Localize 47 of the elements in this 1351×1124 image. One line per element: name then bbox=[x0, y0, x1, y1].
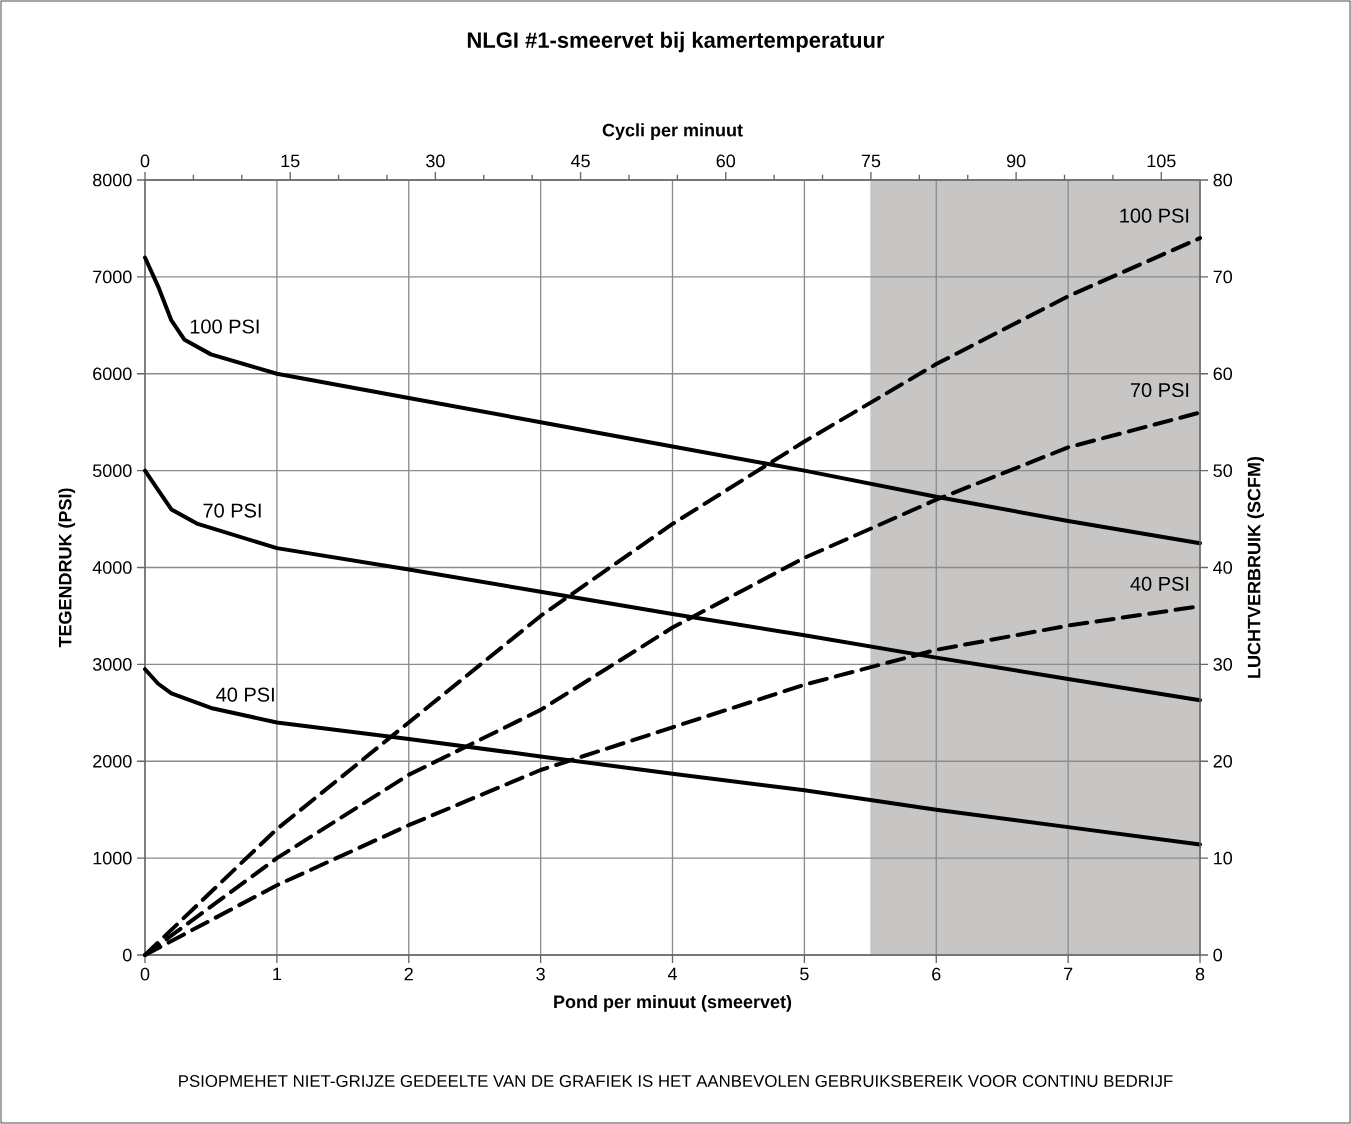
y-tick-label: 6000 bbox=[93, 367, 132, 381]
y2-tick-label: 50 bbox=[1213, 464, 1233, 477]
x2-tick-label: 90 bbox=[1006, 154, 1026, 168]
y2-tick-label: 60 bbox=[1213, 367, 1233, 381]
series-label: 70 PSI bbox=[203, 503, 261, 518]
y-tick-label: 4000 bbox=[92, 561, 132, 574]
x2-tick-label: 105 bbox=[1147, 154, 1176, 168]
y2-tick-label: 0 bbox=[1213, 948, 1223, 962]
x-tick-label: 1 bbox=[273, 967, 282, 981]
x2-tick-label: 60 bbox=[716, 154, 736, 168]
x-tick-label: 8 bbox=[1195, 967, 1205, 981]
x-tick-label: 2 bbox=[404, 967, 413, 981]
y2-tick-label: 10 bbox=[1214, 851, 1233, 865]
x-tick-label: 3 bbox=[536, 967, 545, 981]
series-label: 100 PSI bbox=[190, 319, 259, 334]
x-tick-label: 4 bbox=[667, 967, 677, 981]
x2-tick-label: 15 bbox=[281, 154, 300, 168]
x2-axis-title: Cycli per minuut bbox=[602, 123, 743, 141]
y-tick-label: 8000 bbox=[93, 173, 132, 187]
x-tick-label: 5 bbox=[800, 967, 809, 981]
x-axis-title: Pond per minuut (smeervet) bbox=[554, 994, 792, 1012]
x-tick-label: 0 bbox=[140, 967, 150, 981]
y2-tick-label: 70 bbox=[1213, 270, 1233, 284]
x-tick-label: 6 bbox=[932, 967, 941, 981]
series-label: 100 PSI bbox=[1120, 208, 1189, 223]
x-tick-label: 7 bbox=[1064, 967, 1073, 981]
x2-tick-label: 75 bbox=[861, 154, 881, 168]
y-tick-label: 7000 bbox=[93, 270, 132, 284]
y2-tick-label: 30 bbox=[1213, 658, 1233, 671]
y2-tick-label: 20 bbox=[1213, 754, 1233, 768]
y2-tick-label: 40 bbox=[1213, 561, 1233, 574]
y-tick-label: 1000 bbox=[93, 851, 132, 865]
chart-title: NLGI #1-smeervet bij kamertemperatuur bbox=[467, 31, 885, 53]
series-label: 40 PSI bbox=[216, 687, 274, 702]
text: PSIOPMEHET NIET-GRIJZE GEDEELTE VAN DE GRAFIEK IS HET AANBEVOLEN GEBRUIKSBEREIK VOOR CONTINU BEDRIJF bbox=[179, 1075, 1173, 1087]
y2-tick-label: 80 bbox=[1213, 173, 1233, 187]
y-axis-title: TEGENDRUK (PSI) bbox=[58, 488, 76, 648]
x2-tick-label: 0 bbox=[140, 154, 150, 168]
y2-axis-title: LUCHTVERBRUIK (SCFM) bbox=[1247, 456, 1265, 678]
x2-tick-label: 30 bbox=[426, 154, 445, 168]
y-tick-label: 0 bbox=[122, 948, 132, 962]
y-tick-label: 2000 bbox=[93, 754, 132, 768]
y-tick-label: 3000 bbox=[92, 658, 132, 671]
y-tick-label: 5000 bbox=[92, 464, 132, 477]
x2-tick-label: 45 bbox=[570, 154, 590, 168]
series-label: 40 PSI bbox=[1130, 576, 1189, 591]
series-label: 70 PSI bbox=[1130, 382, 1189, 398]
